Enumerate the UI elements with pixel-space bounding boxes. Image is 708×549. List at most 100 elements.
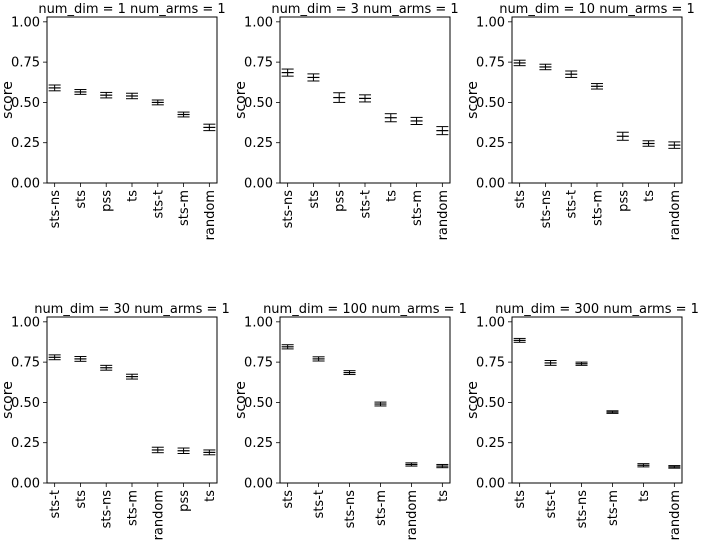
x-tick-label: sts-t bbox=[359, 190, 374, 218]
x-tick-label: random bbox=[405, 490, 420, 540]
x-tick-label: sts bbox=[513, 490, 528, 509]
y-tick-label: 0.00 bbox=[476, 477, 505, 492]
y-tick-label: 0.25 bbox=[476, 136, 505, 151]
errorbar-sts-t bbox=[151, 99, 164, 106]
y-tick-label: 0.25 bbox=[244, 136, 273, 151]
errorbar-sts-ns bbox=[575, 361, 588, 366]
subplot-title: num_dim = 30 num_arms = 1 bbox=[34, 302, 230, 317]
x-tick-label: sts-m bbox=[606, 490, 621, 526]
x-tick-label: sts bbox=[307, 190, 322, 209]
x-tick-label: pss bbox=[177, 490, 192, 512]
errorbar-ts bbox=[126, 92, 138, 100]
errorbar-sts-m bbox=[410, 116, 423, 125]
x-tick-label: sts-ns bbox=[539, 190, 554, 229]
errorbar-sts-ns bbox=[281, 68, 294, 77]
subplot-title: num_dim = 100 num_arms = 1 bbox=[263, 302, 467, 317]
errorbar-sts-m bbox=[591, 83, 603, 90]
x-tick-label: random bbox=[668, 190, 683, 240]
y-tick-label: 0.50 bbox=[244, 96, 273, 111]
x-tick-label: sts-t bbox=[312, 490, 327, 518]
errorbar-sts-m bbox=[126, 373, 138, 380]
axes-frame bbox=[279, 316, 451, 484]
x-tick-label: sts bbox=[74, 190, 89, 209]
errorbar-ts bbox=[203, 449, 216, 456]
x-tick-label: ts bbox=[384, 190, 399, 202]
x-tick-label: random bbox=[436, 190, 451, 240]
errorbar-sts bbox=[513, 337, 526, 343]
errorbar-pss bbox=[333, 92, 346, 103]
errorbar-random bbox=[405, 462, 418, 467]
y-tick-label: 1.00 bbox=[244, 15, 273, 30]
x-tick-label: random bbox=[151, 490, 166, 540]
subplot-1: num_dim = 1 num_arms = 1 score 0.00 0.25 0.5… bbox=[0, 2, 226, 240]
y-tick-label: 0.00 bbox=[244, 477, 273, 492]
y-axis-label: score bbox=[0, 381, 16, 419]
x-tick-label: sts-m bbox=[410, 190, 425, 226]
x-tick-label: sts-m bbox=[591, 190, 606, 226]
errorbar-sts-ns bbox=[343, 370, 356, 376]
errorbar-ts bbox=[637, 463, 650, 468]
x-tick-label: sts-m bbox=[126, 490, 141, 526]
x-tick-label: sts bbox=[281, 490, 296, 509]
x-tick-label: sts-ns bbox=[575, 490, 590, 529]
x-tick-label: ts bbox=[203, 490, 218, 502]
errorbar-sts bbox=[281, 344, 294, 350]
y-tick-label: 0.75 bbox=[11, 356, 40, 371]
x-tick-label: random bbox=[668, 490, 683, 540]
errorbar-sts-t bbox=[565, 70, 578, 78]
y-tick-label: 0.50 bbox=[476, 396, 505, 411]
y-tick-label: 0.75 bbox=[476, 356, 505, 371]
x-tick-label: pss bbox=[100, 190, 115, 212]
subplot-3: num_dim = 10 num_arms = 1 score 0.00 0.25 0.… bbox=[465, 2, 695, 240]
errorbar-sts bbox=[513, 59, 526, 67]
axes-frame bbox=[46, 16, 218, 184]
y-tick-label: 1.00 bbox=[476, 15, 505, 30]
y-tick-label: 0.75 bbox=[244, 356, 273, 371]
subplot-title: num_dim = 3 num_arms = 1 bbox=[271, 2, 458, 17]
x-tick-label: ts bbox=[637, 490, 652, 502]
x-tick-label: sts-ns bbox=[100, 490, 115, 529]
subplot-6: num_dim = 300 num_arms = 1 score 0.00 0.25 0… bbox=[465, 302, 699, 540]
errorbar-sts bbox=[74, 355, 87, 362]
errorbar-ts bbox=[436, 463, 449, 469]
y-tick-label: 0.50 bbox=[476, 96, 505, 111]
x-tick-label: sts-t bbox=[151, 190, 166, 218]
x-tick-label: sts-ns bbox=[48, 190, 63, 229]
errorbar-sts-t bbox=[359, 94, 371, 103]
y-tick-label: 0.75 bbox=[11, 56, 40, 71]
errorbar-sts-m bbox=[177, 111, 190, 118]
y-axis-label: score bbox=[465, 81, 481, 119]
x-tick-label: pss bbox=[616, 190, 631, 212]
y-tick-label: 0.00 bbox=[476, 177, 505, 192]
errorbar-random bbox=[203, 123, 216, 132]
y-tick-label: 1.00 bbox=[11, 15, 40, 30]
errorbar-pss bbox=[616, 131, 629, 141]
y-axis-label: score bbox=[465, 381, 481, 419]
errorbar-sts-m bbox=[374, 401, 387, 407]
y-tick-label: 0.50 bbox=[244, 396, 273, 411]
errorbar-pss bbox=[177, 447, 190, 455]
y-tick-label: 0.00 bbox=[11, 177, 40, 192]
x-tick-label: sts-m bbox=[177, 190, 192, 226]
subplot-2: num_dim = 3 num_arms = 1 score 0.00 0.25 0.5… bbox=[233, 2, 459, 240]
errorbar-sts-ns bbox=[48, 84, 61, 92]
y-axis-label: score bbox=[0, 81, 16, 119]
y-tick-label: 1.00 bbox=[244, 315, 273, 330]
y-tick-label: 0.50 bbox=[11, 96, 40, 111]
axes-frame bbox=[511, 16, 683, 184]
subplot-title: num_dim = 300 num_arms = 1 bbox=[495, 302, 699, 317]
y-axis-label: score bbox=[233, 381, 249, 419]
x-tick-label: sts-t bbox=[48, 490, 63, 518]
errorbar-sts-ns bbox=[100, 364, 113, 371]
x-tick-label: sts-m bbox=[374, 490, 389, 526]
axes-frame bbox=[46, 316, 218, 484]
errorbar-sts bbox=[74, 89, 87, 95]
errorbar-sts-ns bbox=[539, 63, 552, 71]
errorbar-ts bbox=[642, 140, 655, 147]
y-tick-label: 0.25 bbox=[244, 436, 273, 451]
axes-frame bbox=[279, 16, 451, 184]
errorbar-random bbox=[668, 141, 681, 149]
x-tick-label: sts-t bbox=[544, 490, 559, 518]
subplot-title: num_dim = 10 num_arms = 1 bbox=[499, 2, 695, 17]
subplot-5: num_dim = 100 num_arms = 1 score 0.00 0.25 0… bbox=[233, 302, 467, 540]
